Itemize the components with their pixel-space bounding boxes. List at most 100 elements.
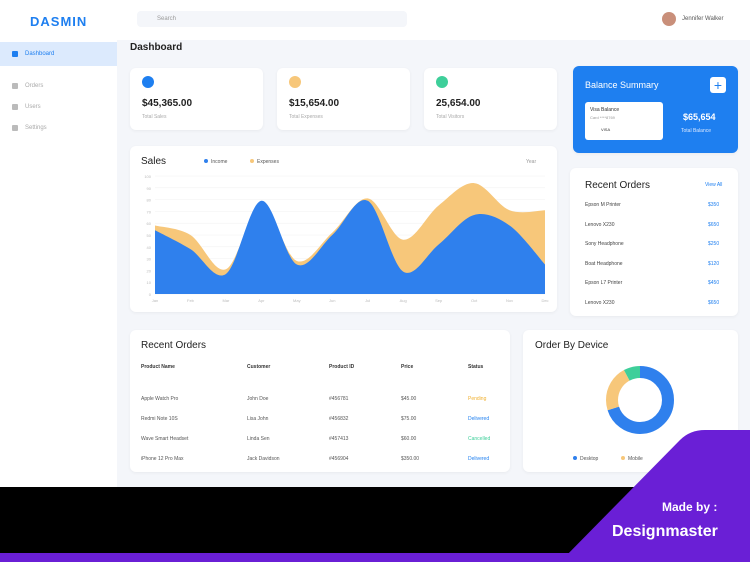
table-header: Customer [247, 364, 271, 370]
balance-title: Balance Summary [585, 80, 659, 90]
x-tick-label: Nov [506, 298, 513, 303]
stat-icon [289, 76, 301, 88]
stat-value: $45,365.00 [142, 98, 193, 109]
menu-item[interactable]: Dashboard [0, 42, 117, 66]
x-tick-label: Sep [435, 298, 443, 303]
menu-label: Dashboard [25, 51, 55, 57]
x-tick-label: Feb [187, 298, 195, 303]
table-header: Product Name [141, 364, 175, 370]
menu-icon [12, 104, 18, 110]
search-placeholder: Search [157, 16, 177, 22]
order-price: $650 [708, 299, 720, 306]
recent-orders-card: Recent Orders View All Epson M Printer $3… [570, 168, 738, 316]
user-name[interactable]: Jennifer Walker [682, 16, 724, 22]
balance-label: Total Balance [681, 128, 712, 134]
table-cell: Delivered [468, 416, 490, 422]
table-header: Product ID [329, 364, 355, 370]
balance-card: Balance Summary + Visa Balance Card ****… [573, 66, 738, 153]
stat-card: 25,654.00 Total Visitors [424, 68, 557, 130]
topbar: Search Jennifer Walker [117, 0, 750, 40]
menu-label: Settings [25, 125, 47, 131]
menu-icon [12, 83, 18, 89]
stat-value: 25,654.00 [436, 98, 481, 109]
order-name: Epson L7 Printer [585, 280, 623, 286]
donut-segment [606, 366, 674, 434]
order-price: $350 [708, 202, 720, 208]
table-cell: Lisa John [247, 416, 269, 422]
table-cell: #456904 [329, 456, 349, 462]
order-price: $450 [708, 280, 720, 286]
menu-item[interactable]: Orders [0, 74, 117, 98]
made-by: Made by : [662, 500, 717, 514]
badge-brand: Designmaster [612, 523, 718, 540]
y-tick-label: 0 [149, 292, 152, 297]
y-tick-label: 20 [147, 268, 152, 273]
table-cell: iPhone 12 Pro Max [141, 456, 184, 462]
device-chart: Desktop Mobile [573, 366, 674, 462]
table-cell: Wave Smart Headset [141, 436, 189, 442]
card-title: Visa Balance [590, 107, 620, 113]
avatar[interactable] [662, 12, 676, 26]
recent-orders-title: Recent Orders [585, 180, 651, 191]
donut-segment [606, 366, 674, 434]
x-tick-label: Aug [400, 298, 407, 303]
view-all[interactable]: View All [705, 182, 723, 188]
table-cell: Cancelled [468, 436, 491, 442]
menu-item[interactable]: Settings [0, 116, 117, 140]
order-name: Lenovo X230 [585, 299, 615, 306]
table-cell: $350.00 [401, 456, 420, 462]
stat-label: Total Visitors [436, 114, 465, 120]
order-name: Sony Headphone [585, 241, 624, 247]
stat-card: $15,654.00 Total Expenses [277, 68, 410, 130]
footer-stripe [0, 553, 750, 562]
table-cell: #457413 [329, 436, 349, 442]
y-tick-label: 70 [147, 209, 152, 214]
table-cell: Linda Sen [247, 436, 270, 442]
order-price: $250 [708, 241, 720, 247]
orders-table-card: Recent Orders Product Name Customer Produc… [130, 330, 510, 472]
menu-item[interactable]: Users [0, 95, 117, 119]
table-cell: Pending [468, 396, 487, 402]
order-price: $120 [708, 260, 720, 267]
x-tick-label: Jun [329, 298, 335, 303]
table-cell: $60.00 [401, 436, 417, 442]
legend-label: Desktop [580, 456, 599, 462]
menu-label: Orders [25, 83, 44, 89]
search-box[interactable]: Search [137, 11, 407, 27]
legend-dot [573, 456, 577, 460]
badge-shape [560, 430, 750, 562]
legend-dot [250, 159, 254, 163]
table-cell: Apple Watch Pro [141, 396, 179, 402]
sales-card: Sales Income Expenses Year 0 10 20 30 40 50 60 70 80… [130, 146, 557, 312]
sales-chart: Sales Income Expenses Year 0 10 20 30 40 50 60 70 80… [141, 156, 549, 303]
x-tick-label: Jul [365, 298, 370, 303]
x-tick-label: May [293, 298, 301, 303]
legend-dot [204, 159, 208, 163]
table-header: Status [468, 364, 484, 370]
x-tick-label: Dec [541, 298, 548, 303]
legend-label: Expenses [257, 159, 279, 165]
x-tick-label: Apr [258, 298, 265, 303]
legend-dot [621, 456, 625, 460]
brand: DASMIN [30, 14, 88, 29]
page-title: Dashboard [130, 42, 183, 53]
device-title: Order By Device [535, 340, 609, 351]
order-name: Epson M Printer [585, 202, 621, 208]
table-cell: Redmi Note 10S [141, 416, 178, 422]
stat-card: $45,365.00 Total Sales [130, 68, 263, 130]
balance-amount: $65,654 [683, 112, 716, 122]
table-cell: $75.00 [401, 416, 417, 422]
table-cell: Jack Davidson [247, 456, 280, 462]
table-cell: $45.00 [401, 396, 417, 402]
x-tick-label: Oct [471, 298, 478, 303]
add-button[interactable]: + [710, 77, 726, 93]
stat-icon [436, 76, 448, 88]
legend-label: Income [211, 159, 228, 165]
x-tick-label: Jan [152, 298, 158, 303]
y-tick-label: 10 [147, 280, 152, 285]
card-badge: VISA [601, 127, 611, 132]
sales-filter[interactable]: Year [526, 159, 536, 165]
area [155, 199, 545, 294]
